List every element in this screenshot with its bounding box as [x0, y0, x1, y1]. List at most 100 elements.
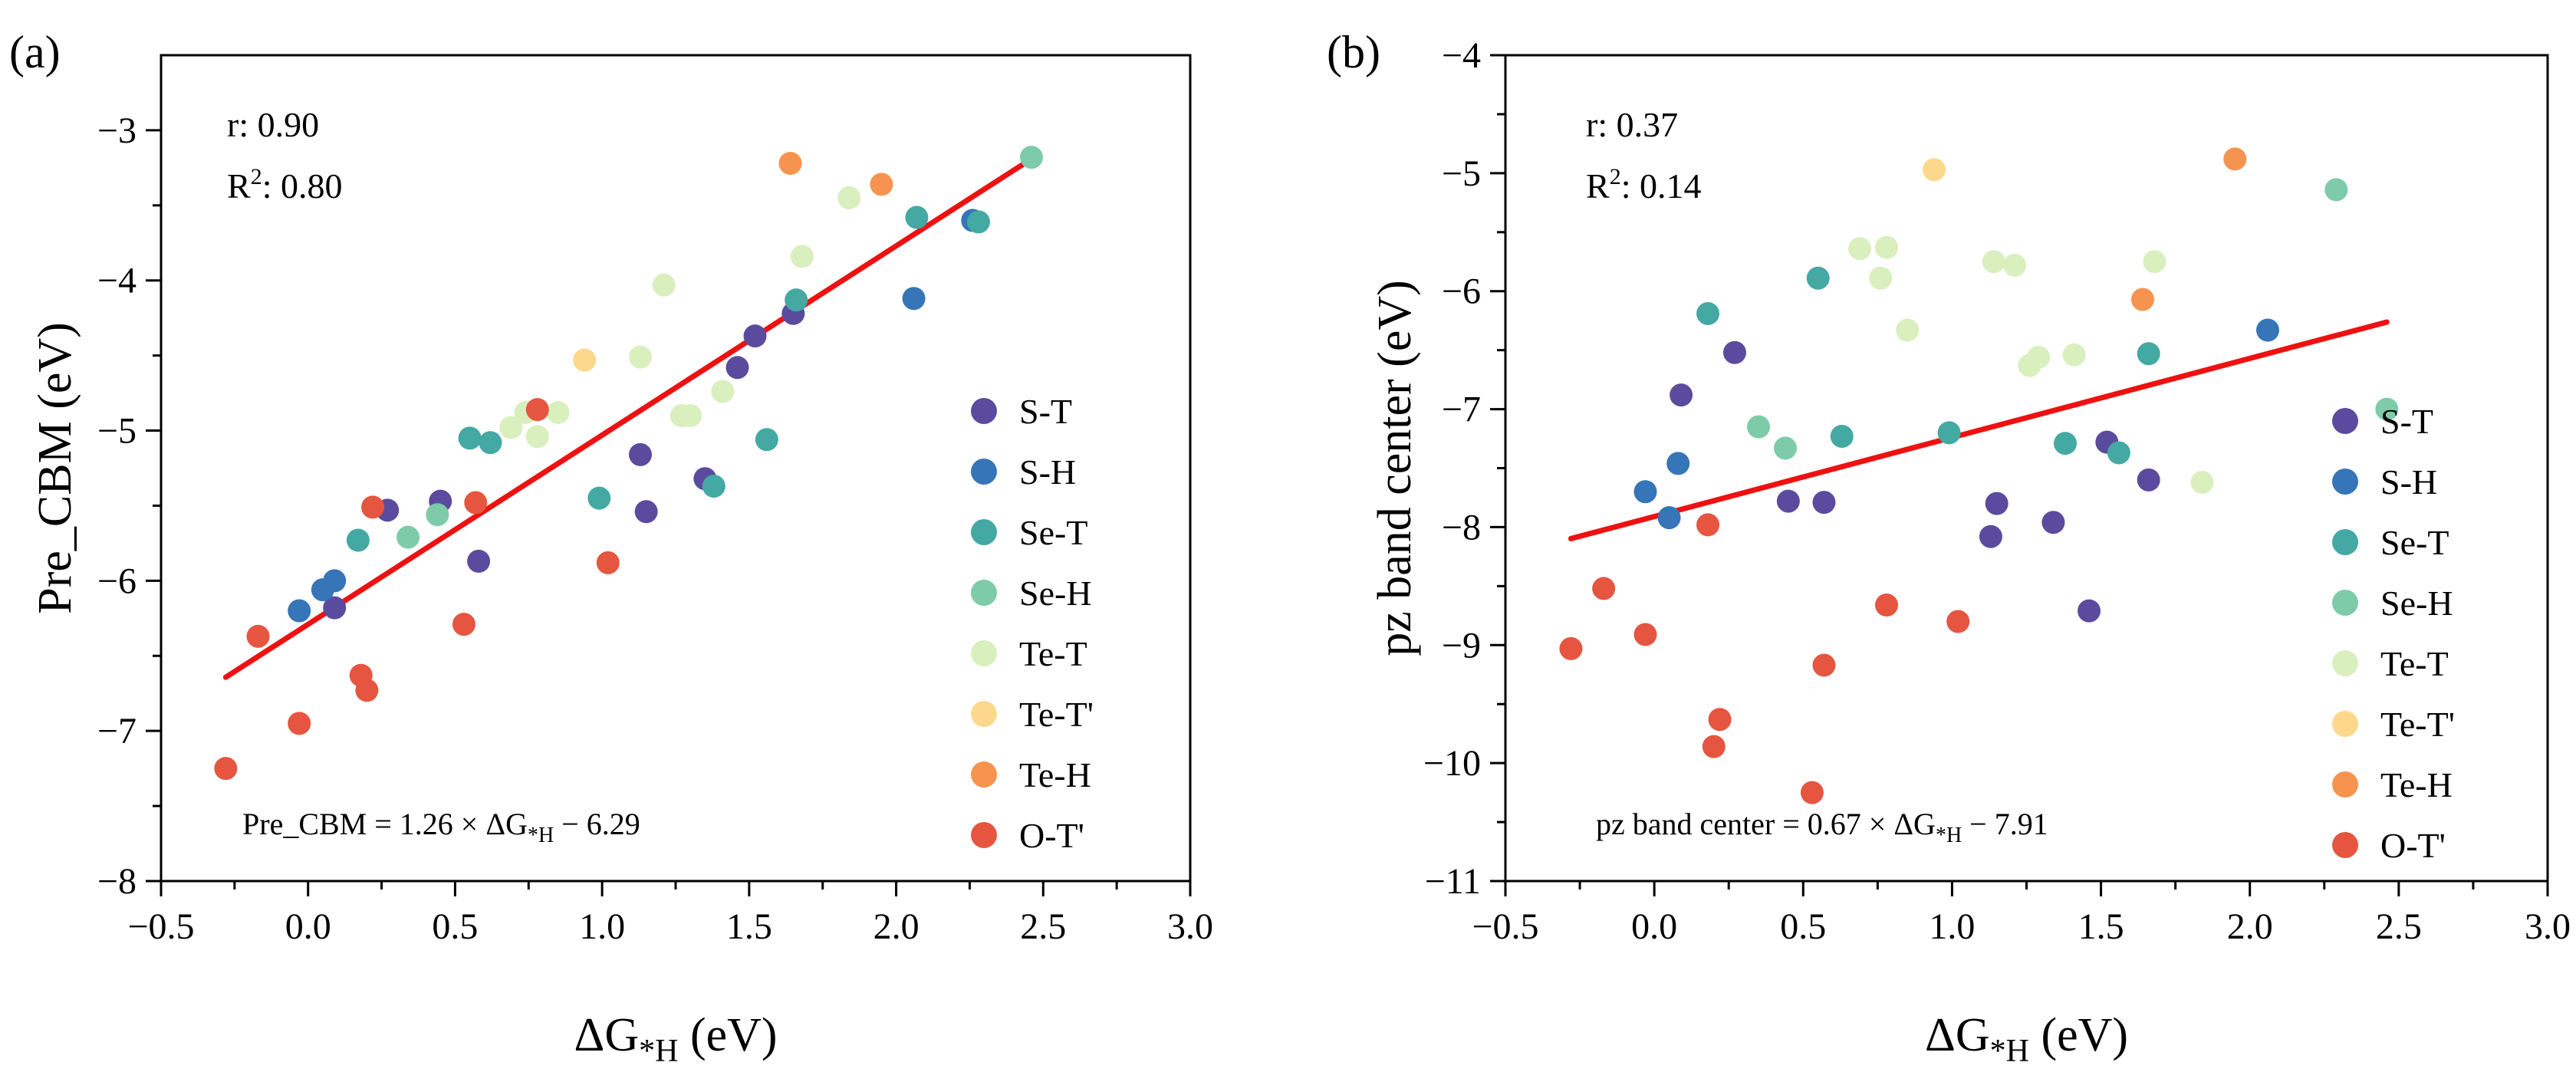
data-point [902, 287, 926, 311]
x-tick-label: −0.5 [127, 906, 194, 947]
data-point [1923, 158, 1946, 182]
data-point [1670, 383, 1693, 407]
legend-marker [2332, 529, 2358, 555]
legend-marker [971, 822, 997, 848]
fit-equation-suffix: − 6.29 [554, 807, 640, 841]
panel-a: (a) −0.5 0.0 0.5 1.0 1.5 2.0 2.5 3.0 −8 −7 −6 −5 −4 −3… [9, 27, 1213, 1069]
data-point [870, 173, 893, 196]
data-point [525, 425, 549, 449]
legend-label: Se-H [1019, 574, 1092, 613]
panel-label: (a) [9, 27, 61, 77]
x-axis-label: ΔG*H (eV) [574, 1009, 777, 1069]
x-tick-label: 0.0 [285, 906, 331, 947]
data-point [905, 206, 929, 229]
data-point [725, 356, 749, 380]
legend-marker [971, 701, 997, 727]
data-point [246, 624, 270, 648]
data-point [587, 486, 611, 510]
data-point [1937, 421, 1961, 445]
data-point [288, 599, 311, 623]
x-tick-label: 1.0 [579, 906, 625, 947]
y-axis-label: Pre_CBM (eV) [29, 322, 81, 614]
legend: S-T S-H Se-T Se-H Te-T Te-T' Te-H O-T' [2332, 402, 2455, 865]
legend-label: Te-T' [2380, 705, 2455, 744]
x-tick-label: 1.5 [2078, 906, 2124, 947]
x-tick-label: 3.0 [2525, 906, 2571, 947]
data-point [2375, 397, 2399, 421]
data-point [499, 416, 523, 439]
data-point [452, 613, 475, 636]
legend-marker [2332, 832, 2358, 858]
legend-marker [971, 459, 997, 485]
legend-label: S-T [2380, 402, 2433, 441]
y-tick-label: −9 [1442, 625, 1481, 666]
legend-marker [971, 519, 997, 545]
y-tick-label: −8 [97, 861, 137, 902]
stat-r2: R2: 0.14 [1586, 164, 1701, 206]
legend-marker [2332, 408, 2358, 434]
legend-marker [971, 640, 997, 666]
data-point [1722, 340, 1746, 364]
legend-label: Te-H [1019, 755, 1091, 794]
y-tick-label: −6 [1442, 271, 1481, 312]
legend-label: Se-T [1019, 513, 1087, 552]
data-point [1708, 708, 1732, 732]
legend-label: Te-T [1019, 634, 1087, 673]
x-axis-label-unit: (eV) [2029, 1009, 2128, 1061]
legend-label: Se-T [2380, 523, 2449, 562]
data-point [785, 288, 808, 312]
data-point [1633, 623, 1657, 646]
data-point [1946, 610, 1970, 633]
data-point [790, 245, 814, 268]
data-point [1559, 636, 1583, 660]
data-point [755, 428, 778, 452]
x-axis-label-main: ΔG [574, 1009, 639, 1061]
data-point [628, 442, 652, 466]
data-point [2053, 432, 2077, 455]
data-point [652, 273, 676, 297]
data-point [778, 151, 802, 175]
fit-equation: Pre_CBM = 1.26 × ΔG*H − 6.29 [242, 807, 640, 847]
fit-line [222, 158, 1031, 680]
legend-marker [2332, 590, 2358, 616]
legend-label: O-T' [1019, 816, 1084, 855]
data-point [1806, 266, 1830, 290]
data-point [1812, 653, 1836, 677]
data-point [702, 474, 725, 498]
x-axis-label-unit: (eV) [678, 1009, 777, 1061]
data-point [2137, 468, 2160, 492]
data-point [479, 431, 502, 455]
data-point [355, 679, 379, 702]
data-point [214, 757, 238, 781]
data-point [1657, 506, 1681, 530]
data-point [2137, 342, 2160, 366]
y-tick-label: −7 [1442, 390, 1481, 430]
x-tick-label: 2.0 [2227, 906, 2273, 947]
legend-label: Te-T [2380, 644, 2449, 683]
legend-label: S-H [1019, 452, 1076, 492]
legend-label: O-T' [2380, 826, 2446, 865]
data-point [1773, 436, 1797, 460]
data-point [837, 186, 861, 210]
y-tick-label: −11 [1425, 861, 1481, 902]
stat-r2-value: : 0.80 [262, 166, 343, 206]
data-point [1702, 735, 1726, 758]
data-point [573, 348, 597, 372]
x-axis-label-sub: *H [639, 1034, 678, 1069]
legend-label: Te-H [2380, 765, 2453, 804]
stat-r2-prefix: R [1586, 166, 1610, 206]
data-point [2027, 345, 2051, 369]
stat-r2-value: : 0.14 [1621, 166, 1702, 206]
fit-line [1568, 319, 2390, 541]
data-point [464, 491, 488, 515]
y-tick-label: −4 [97, 261, 137, 301]
x-tick-label: 2.5 [1020, 906, 1066, 947]
data-point [628, 345, 652, 369]
data-point [1776, 489, 1800, 513]
legend-marker [971, 398, 997, 424]
data-point [1800, 781, 1824, 804]
data-point [2130, 288, 2154, 311]
y-tick-label: −6 [97, 561, 137, 601]
y-tick-label: −5 [1442, 153, 1481, 194]
fit-equation-sub: *H [528, 824, 554, 847]
